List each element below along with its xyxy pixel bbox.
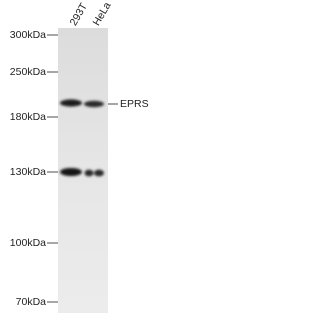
lane-label: HeLa: [91, 0, 114, 28]
band: [60, 168, 82, 176]
marker-label: 130kDa: [10, 166, 46, 178]
band: [60, 99, 82, 107]
bands: [60, 99, 104, 177]
lane-label: 293T: [68, 1, 91, 28]
western-blot-figure: EPRS 300kDa 250kDa 180kDa 130kDa 100kDa 70kDa…: [10, 0, 149, 313]
band: [84, 169, 94, 177]
marker-label: 70kDa: [16, 296, 47, 308]
band-label: EPRS: [120, 98, 149, 110]
band: [94, 169, 104, 177]
marker-label: 100kDa: [10, 237, 46, 249]
marker-label: 250kDa: [10, 66, 46, 78]
marker-label: 180kDa: [10, 111, 46, 123]
band: [84, 100, 104, 108]
marker-label: 300kDa: [10, 29, 46, 41]
